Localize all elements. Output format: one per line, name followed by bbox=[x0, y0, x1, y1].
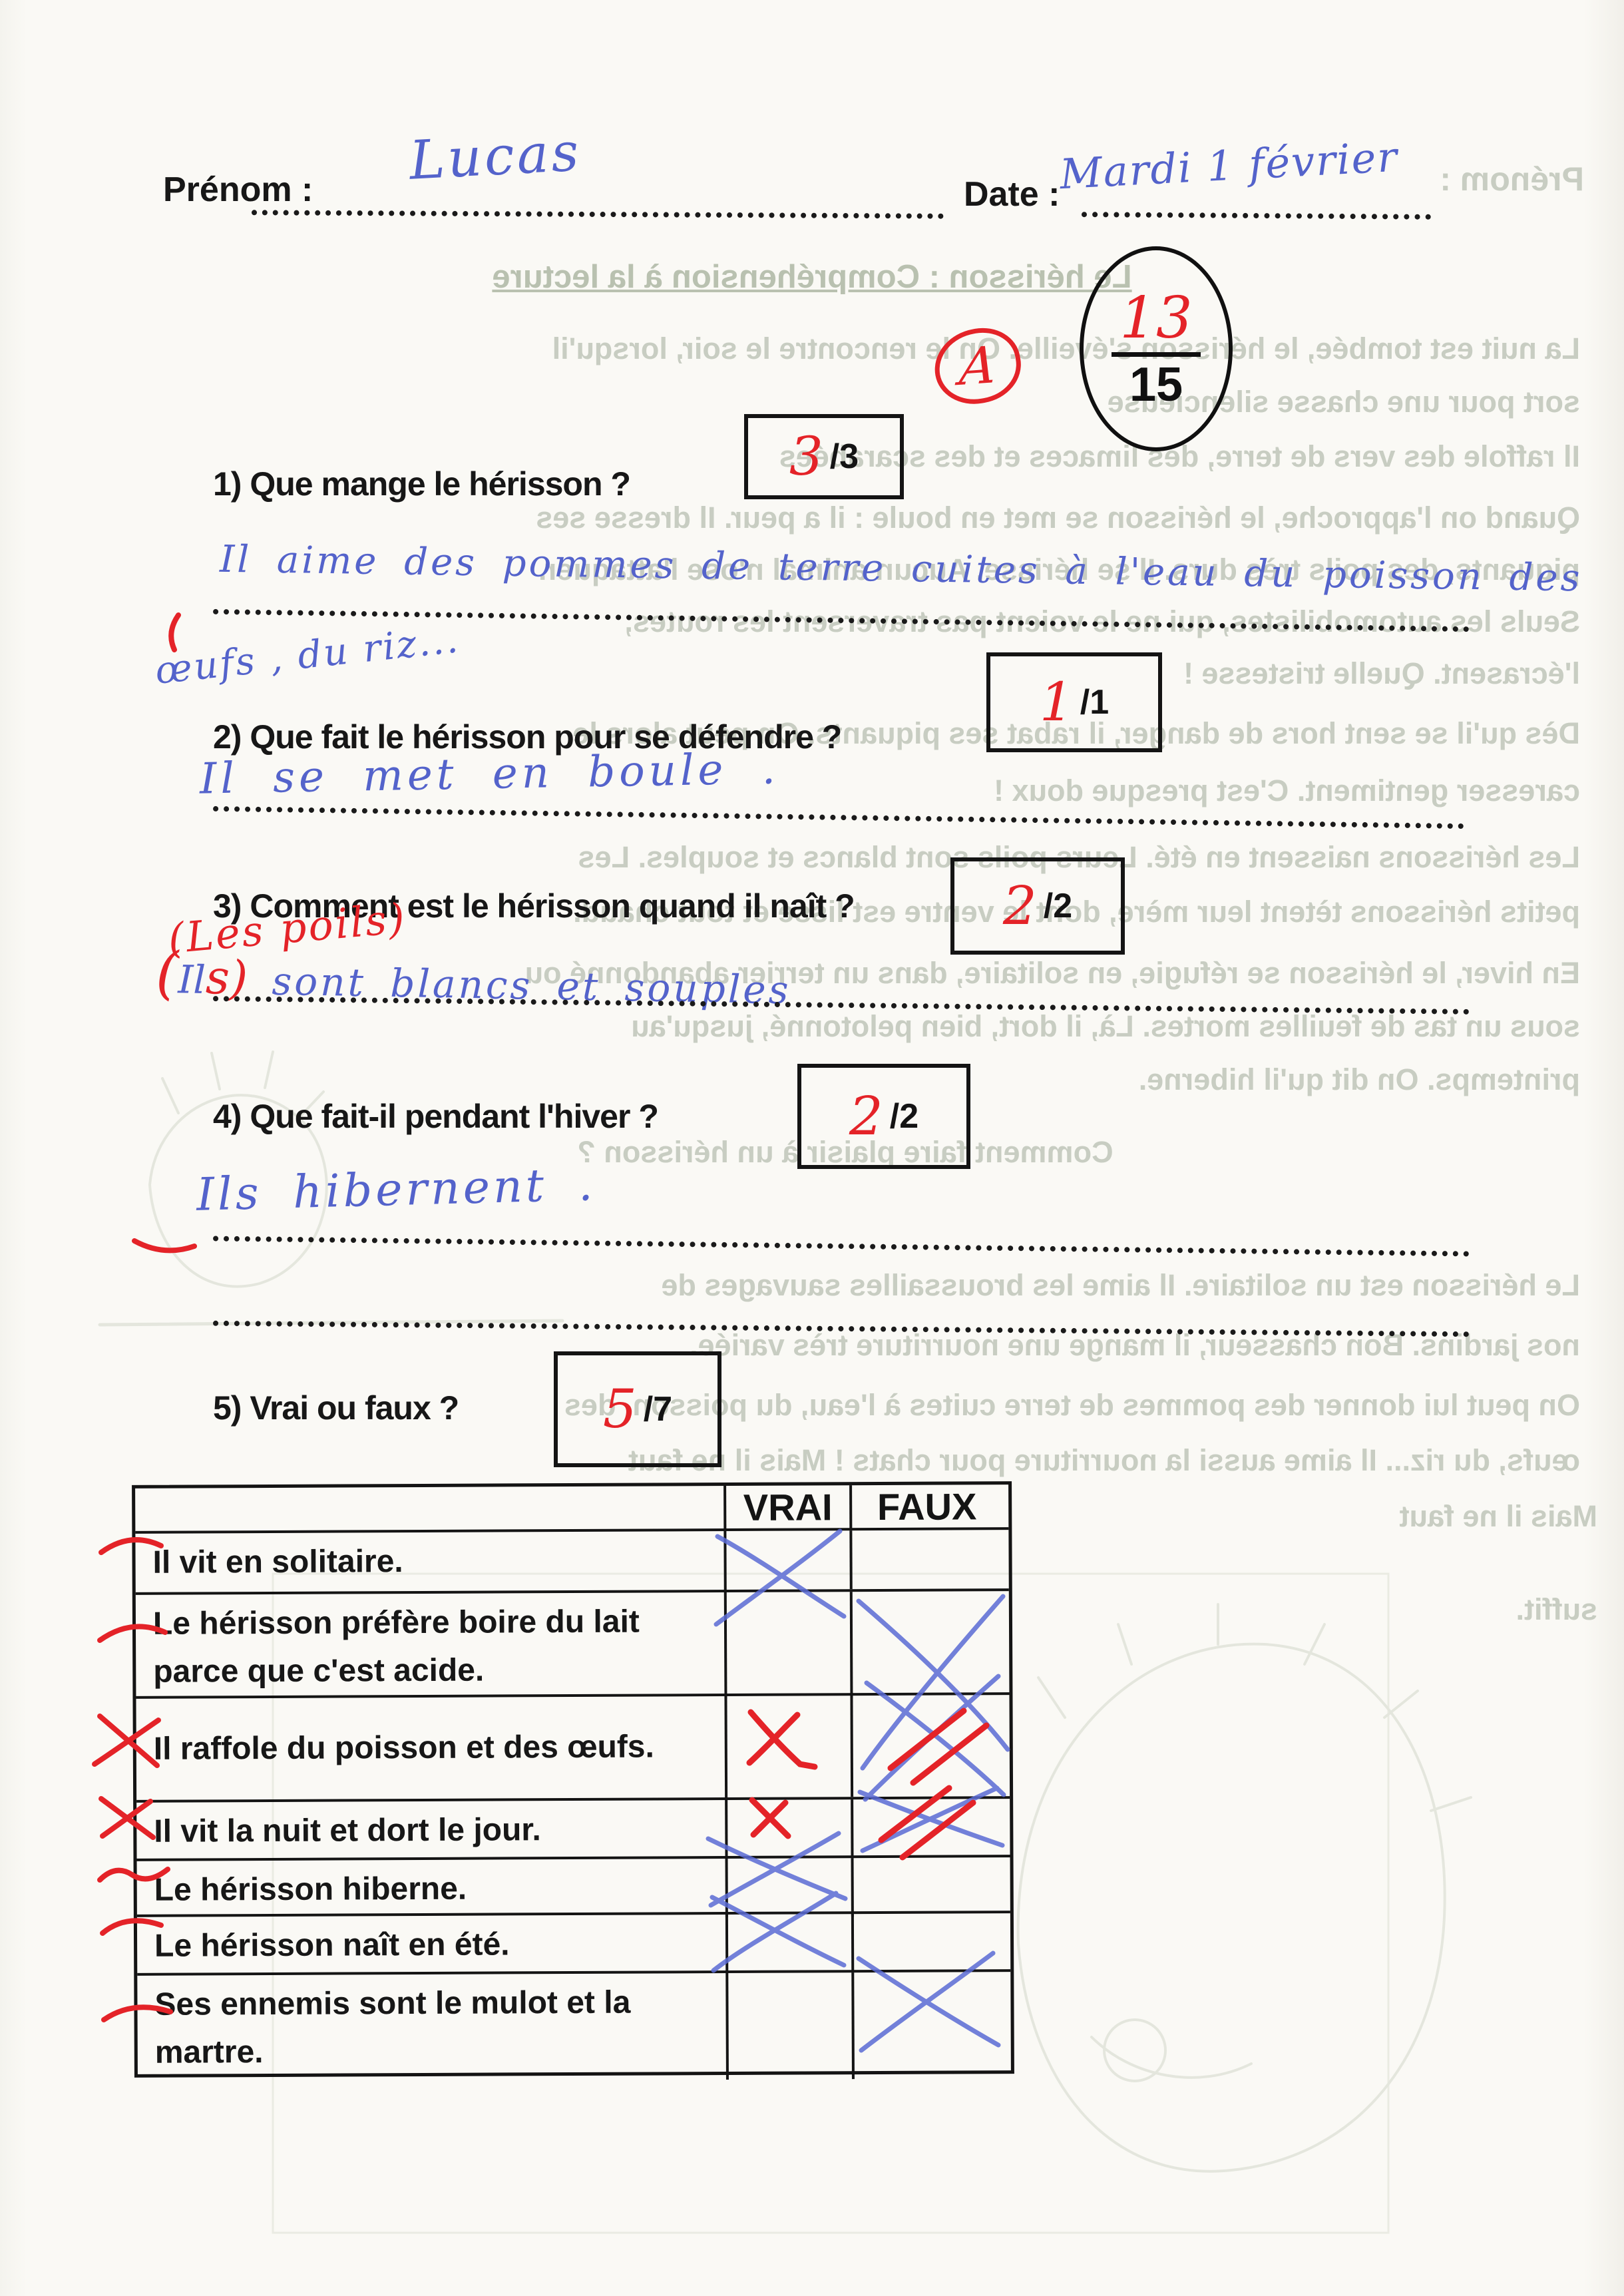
statement-5: Le hérisson hiberne. bbox=[154, 1871, 467, 1908]
question-4-score: 2 bbox=[849, 1085, 883, 1147]
vrai-cell-4 bbox=[725, 1799, 851, 1859]
question-1-score: 3 bbox=[789, 425, 823, 487]
question-3-score-box: 2 /2 bbox=[950, 857, 1125, 955]
score-obtained: 13 bbox=[1119, 284, 1193, 351]
question-5-score-box: 5 /7 bbox=[554, 1351, 721, 1467]
question-2-score: 1 bbox=[1039, 671, 1074, 733]
answer-4-handwriting: Ils hibernent . bbox=[196, 1158, 597, 1222]
vrai-cell-7 bbox=[725, 1972, 852, 2080]
faux-cell-3 bbox=[850, 1695, 1004, 1797]
table-row: Il raffole du poisson et des œufs. bbox=[136, 1692, 1010, 1800]
teacher-paren-open: ( bbox=[155, 939, 179, 1007]
faux-cell-7 bbox=[851, 1972, 1004, 2080]
question-2-max: /1 bbox=[1080, 683, 1110, 722]
question-1-score-box: 3 /3 bbox=[744, 414, 904, 499]
question-1-label: 1) Que mange le hérisson ? bbox=[213, 465, 631, 503]
question-5-max: /7 bbox=[643, 1390, 673, 1429]
faux-cell-4 bbox=[851, 1799, 1004, 1859]
question-2-score-box: 1 /1 bbox=[986, 652, 1162, 752]
question-5-label: 5) Vrai ou faux ? bbox=[213, 1389, 459, 1427]
statement-2: Le hérisson préfère boire du lait parce … bbox=[152, 1604, 640, 1690]
answer-3-blue-start: Il bbox=[177, 957, 206, 1003]
table-header-empty bbox=[135, 1486, 723, 1532]
table-header-vrai: VRAI bbox=[723, 1485, 850, 1530]
question-5-score: 5 bbox=[602, 1378, 637, 1440]
table-row: Ses ennemis sont le mulot et la martre. bbox=[137, 1969, 1011, 2080]
table-row: Le hérisson préfère boire du lait parce … bbox=[135, 1588, 1010, 1700]
table-row: Il vit la nuit et dort le jour. bbox=[136, 1796, 1010, 1859]
statement-4: Il vit la nuit et dort le jour. bbox=[154, 1812, 541, 1849]
statement-3: Il raffole du poisson et des œufs. bbox=[153, 1729, 654, 1767]
table-row: Le hérisson naît en été. bbox=[136, 1911, 1011, 1974]
question-4-score-box: 2 /2 bbox=[797, 1064, 970, 1169]
vrai-cell-6 bbox=[725, 1914, 852, 1974]
table-header-row: VRAI FAUX bbox=[135, 1485, 1008, 1531]
table-header-faux: FAUX bbox=[849, 1485, 1002, 1529]
statement-1: Il vit en solitaire. bbox=[152, 1544, 403, 1580]
vrai-cell-2 bbox=[723, 1592, 851, 1700]
question-4-max: /2 bbox=[889, 1097, 919, 1136]
question-1-max: /3 bbox=[829, 437, 859, 476]
question-3-label: 3) Comment est le hérisson quand il naît… bbox=[213, 887, 855, 925]
question-3-score: 2 bbox=[1002, 875, 1037, 937]
question-4-label: 4) Que fait-il pendant l'hiver ? bbox=[213, 1098, 659, 1135]
vrai-cell-1 bbox=[723, 1530, 850, 1590]
prenom-label: Prénom : bbox=[163, 170, 313, 209]
faux-cell-6 bbox=[851, 1913, 1004, 1973]
score-fraction-bar bbox=[1112, 351, 1201, 357]
score-total: 15 bbox=[1129, 357, 1183, 411]
faux-cell-5 bbox=[851, 1857, 1004, 1917]
faux-cell-2 bbox=[849, 1591, 1003, 1699]
question-2-label: 2) Que fait le hérisson pour se défendre… bbox=[213, 718, 842, 756]
prenom-handwriting: Lucas bbox=[407, 120, 583, 192]
table-row: Le hérisson hiberne. bbox=[136, 1855, 1010, 1918]
vrai-cell-5 bbox=[725, 1858, 851, 1918]
statement-6: Le hérisson naît en été. bbox=[154, 1927, 510, 1964]
faux-cell-1 bbox=[849, 1530, 1002, 1590]
table-row: Il vit en solitaire. bbox=[135, 1527, 1009, 1592]
date-label: Date : bbox=[964, 175, 1060, 214]
question-3-max: /2 bbox=[1043, 887, 1073, 925]
statement-7: Ses ennemis sont le mulot et la martre. bbox=[154, 1984, 631, 2070]
score-circle: 13 15 bbox=[1080, 246, 1233, 451]
vrai-cell-3 bbox=[724, 1696, 851, 1798]
vrai-faux-table: VRAI FAUX Il vit en solitaire. Le hériss… bbox=[132, 1481, 1014, 2080]
answer-2-handwriting: Il se met en boule . bbox=[199, 744, 780, 804]
grade-annotation-letter: A bbox=[957, 334, 998, 397]
